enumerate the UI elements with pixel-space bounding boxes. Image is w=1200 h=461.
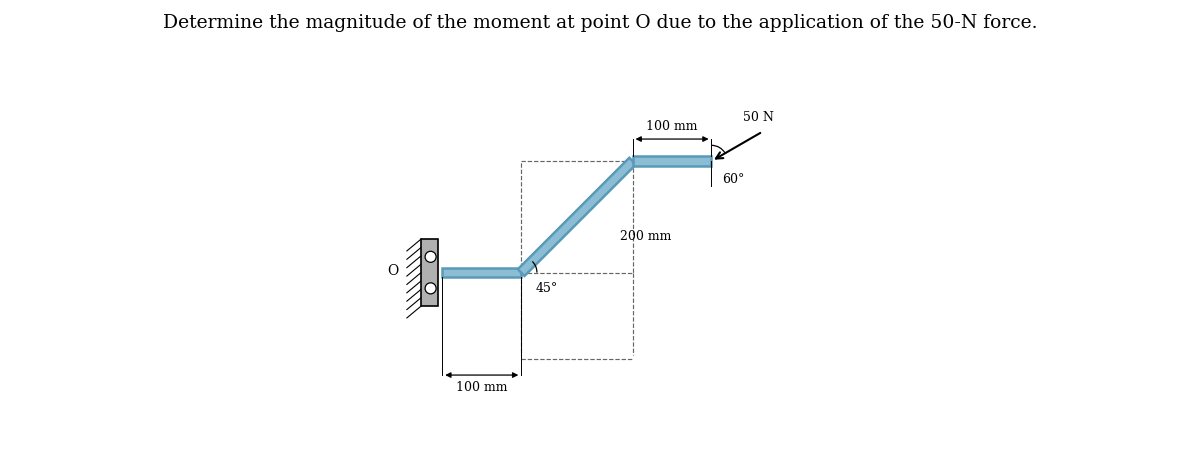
- Text: O: O: [388, 264, 398, 278]
- Text: 100 mm: 100 mm: [647, 120, 698, 133]
- Polygon shape: [632, 156, 712, 166]
- Text: 100 mm: 100 mm: [456, 381, 508, 394]
- Text: 45°: 45°: [535, 282, 558, 295]
- Circle shape: [425, 283, 436, 294]
- Text: 60°: 60°: [722, 173, 745, 186]
- Polygon shape: [518, 158, 636, 276]
- Text: 200 mm: 200 mm: [620, 230, 672, 243]
- Text: 50 N: 50 N: [743, 111, 774, 124]
- Polygon shape: [443, 268, 521, 278]
- Circle shape: [425, 251, 436, 262]
- Bar: [421, 239, 438, 306]
- Text: Determine the magnitude of the moment at point O due to the application of the 5: Determine the magnitude of the moment at…: [163, 14, 1037, 32]
